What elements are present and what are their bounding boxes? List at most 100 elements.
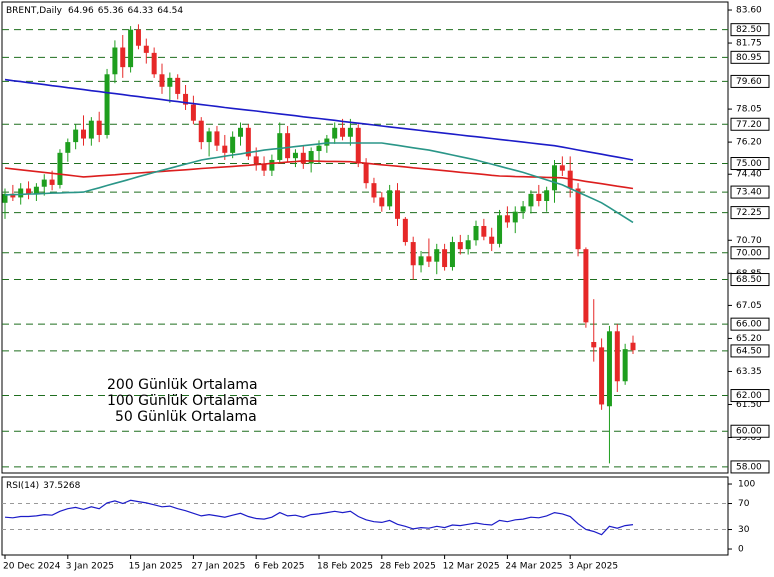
candle-body [104,74,110,135]
candle-body [512,211,518,223]
legend-entry: 100 Günlük Ortalama [107,393,258,409]
ma-line [4,78,634,161]
level-box [730,424,770,438]
symbol: BRENT,Daily [6,6,63,16]
ma-line [4,142,634,224]
y-tick-label: 83.60 [736,6,762,16]
y-tick-label: 61.50 [736,400,762,410]
y-tick-label: 67.05 [736,301,762,311]
x-tick-label: 6 Feb 2025 [254,562,304,572]
level-label: 66.00 [736,320,762,330]
candle-body [285,133,291,159]
y-tick-label: 76.20 [736,138,762,148]
ma-line [4,159,634,190]
candle-body [41,179,47,187]
candle-body [230,136,236,153]
x-tick-label: 27 Jan 2025 [191,562,245,572]
candle-body [81,129,86,139]
candle-body [622,349,628,382]
candle-body [112,47,118,75]
candle-body [489,236,495,244]
candle-body [426,256,432,262]
candle-body [449,242,455,268]
level-box [730,74,770,88]
level-label: 68.50 [736,275,762,285]
level-box [730,344,770,358]
candle-body [18,188,24,198]
candle-body [308,151,314,164]
candle-body [10,193,16,198]
x-tick-label: 20 Dec 2024 [3,562,61,572]
candle-body [465,240,471,250]
candle-body [614,331,620,382]
level-box [730,460,770,474]
candle-body [33,186,39,194]
candle-body [575,188,581,250]
y-tick-label: 74.40 [736,170,762,180]
candle-body [190,104,196,121]
candle-body [73,129,79,143]
candle-body [120,47,126,68]
candle-body [355,127,361,164]
candle-body [183,93,189,105]
candle-body [2,193,8,203]
candle-body [504,215,510,223]
candle-body [151,52,157,75]
level-label: 79.60 [736,77,762,87]
candle-body [175,77,181,94]
candle-body [544,190,550,202]
candle-body [214,131,220,146]
candle-body [528,193,534,207]
candle-body [26,188,32,194]
x-tick-label: 28 Feb 2025 [380,562,436,572]
y-tick-label: 59.65 [736,433,762,443]
candle-body [363,163,369,184]
candle-body [269,159,275,171]
level-box [730,50,770,64]
candle-body [599,347,605,405]
candle-body [88,120,94,139]
candle-body [559,165,565,171]
candle-body [606,331,612,407]
ohlc-high: 65.36 [98,6,124,16]
candle-body [591,341,597,348]
level-label: 82.50 [736,25,762,35]
level-label: 80.95 [736,53,762,63]
x-tick-label: 15 Jan 2025 [129,562,183,572]
candle-body [245,127,251,157]
candle-body [332,127,338,139]
candle-body [57,152,63,185]
candle-body [410,242,416,266]
x-tick-label: 3 Jan 2025 [66,562,114,572]
ohlc-close: 64.54 [157,6,183,16]
candle-body [347,127,353,137]
candle-body [222,145,228,153]
ohlc-open: 64.96 [68,6,94,16]
candle-body [167,77,173,87]
ohlc-low: 64.33 [128,6,154,16]
level-label: 73.40 [736,188,762,198]
candle-body [277,133,283,160]
candle-body [387,190,393,207]
candle-body [402,218,408,243]
candle-body [395,190,400,219]
y-tick-label: 70.70 [736,236,762,246]
rsi-tick-label: 0 [738,545,744,555]
candle-body [379,197,385,207]
level-label: 62.00 [736,391,762,401]
candle-body [135,29,141,46]
candle-body [473,225,479,241]
level-label: 70.00 [736,248,762,258]
candle-body [520,206,526,212]
candle-body [583,249,589,323]
rsi-tick-label: 70 [738,499,750,509]
rsi-line [4,499,634,536]
candle-body [65,142,71,153]
legend-entry: 50 Günlük Ortalama [115,409,257,425]
rsi-tick-label: 30 [738,525,750,535]
legend-entry: 200 Günlük Ortalama [107,377,258,393]
candle-body [238,127,243,137]
x-tick-label: 24 Mar 2025 [505,562,562,572]
candle-body [630,342,636,351]
